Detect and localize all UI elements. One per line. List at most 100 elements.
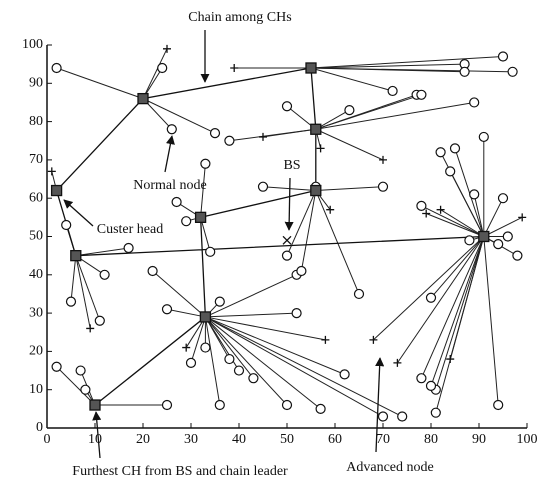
normal-node: [478, 131, 489, 143]
member-link: [142, 98, 216, 134]
advanced-node: [446, 355, 455, 364]
normal-node: [147, 265, 158, 277]
member-link: [426, 213, 484, 237]
normal-node: [459, 66, 470, 77]
normal-node: [430, 407, 441, 418]
member-link: [310, 63, 465, 69]
advanced-node: [379, 155, 387, 164]
normal-node: [99, 269, 110, 280]
advanced-node: [422, 209, 431, 218]
member-link: [449, 236, 485, 360]
normal-node: [51, 361, 62, 372]
normal-node: [377, 411, 389, 422]
member-link: [300, 190, 317, 272]
normal-node: [281, 101, 293, 112]
member-link: [310, 67, 513, 73]
member-link: [200, 163, 206, 218]
normal-node: [449, 143, 461, 154]
normal-node: [469, 189, 480, 200]
annotation-arrow: [92, 411, 102, 459]
advanced-node: [163, 44, 171, 53]
member-link: [75, 255, 101, 321]
member-link: [435, 236, 485, 390]
x-tick-label: 100: [517, 432, 538, 447]
y-tick-label: 80: [29, 114, 43, 129]
cluster-head: [50, 184, 63, 197]
member-link: [205, 316, 345, 375]
normal-node: [497, 51, 509, 62]
advanced-node: [436, 205, 445, 214]
normal-node: [387, 85, 398, 97]
normal-node: [353, 288, 365, 300]
normal-node: [502, 231, 513, 242]
normal-node: [171, 196, 182, 208]
normal-node: [200, 342, 211, 353]
normal-node: [339, 369, 350, 380]
normal-node: [80, 384, 91, 395]
y-tick-label: 10: [29, 382, 43, 397]
member-link: [204, 316, 221, 406]
member-link: [396, 236, 485, 364]
normal-node: [61, 219, 72, 231]
x-tick-label: 40: [232, 432, 246, 447]
normal-node: [248, 373, 259, 384]
x-tick-label: 30: [184, 432, 198, 447]
member-link: [205, 316, 321, 410]
member-link: [56, 366, 96, 406]
member-link: [190, 316, 206, 364]
normal-node: [416, 373, 427, 384]
normal-node: [469, 97, 480, 108]
normal-node: [425, 380, 437, 391]
member-link: [75, 247, 129, 257]
normal-node: [281, 399, 293, 411]
x-tick-label: 60: [328, 432, 342, 447]
normal-node: [493, 399, 504, 411]
normal-node: [512, 250, 523, 261]
member-link: [310, 55, 504, 69]
normal-node: [51, 62, 62, 74]
normal-node: [507, 66, 518, 77]
advanced-node: [518, 213, 527, 222]
cluster-head: [199, 311, 212, 323]
advanced-node: [86, 324, 95, 333]
member-link: [205, 316, 403, 417]
normal-node: [445, 166, 456, 177]
y-tick-label: 100: [22, 37, 43, 52]
normal-node: [185, 357, 197, 368]
member-link: [373, 236, 485, 341]
normal-node: [94, 315, 105, 326]
cluster-head: [70, 249, 82, 262]
normal-node: [205, 246, 216, 257]
x-tick-label: 80: [424, 432, 438, 447]
member-link: [205, 312, 297, 318]
cluster-head: [137, 92, 149, 105]
advanced-node: [182, 343, 191, 352]
normal-node: [181, 216, 192, 227]
advanced-node: [326, 205, 335, 214]
advanced-node: [321, 335, 330, 344]
cluster-head: [305, 62, 317, 74]
member-link: [142, 48, 168, 99]
member-link: [454, 148, 485, 237]
normal-node: [416, 200, 427, 211]
member-link: [483, 236, 499, 406]
normal-node: [161, 399, 173, 411]
cluster-head: [89, 399, 101, 411]
normal-node: [233, 365, 245, 376]
y-tick-label: 40: [29, 267, 43, 282]
cluster-head: [194, 211, 207, 224]
normal-node: [166, 124, 177, 135]
normal-node: [416, 89, 427, 100]
y-tick-label: 60: [29, 190, 43, 205]
cluster-head: [310, 184, 322, 197]
normal-node: [209, 127, 221, 139]
normal-node: [224, 353, 235, 365]
member-link: [205, 316, 384, 417]
x-tick-label: 10: [88, 432, 102, 447]
normal-node: [435, 147, 446, 158]
normal-node: [296, 265, 307, 277]
normal-node: [425, 292, 437, 303]
y-tick-label: 90: [29, 76, 43, 91]
member-link: [483, 197, 504, 237]
normal-node: [224, 135, 235, 146]
